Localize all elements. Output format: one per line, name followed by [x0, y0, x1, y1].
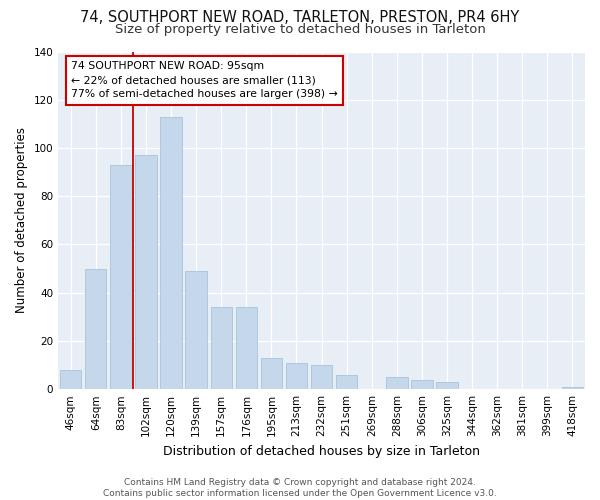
Y-axis label: Number of detached properties: Number of detached properties [15, 128, 28, 314]
Bar [562, 387, 583, 389]
Text: Contains HM Land Registry data © Crown copyright and database right 2024.
Contai: Contains HM Land Registry data © Crown c… [103, 478, 497, 498]
Bar [236, 307, 257, 389]
Bar [60, 370, 82, 389]
Bar [185, 271, 207, 389]
Bar [110, 165, 131, 389]
Bar [160, 116, 182, 389]
Text: Size of property relative to detached houses in Tarleton: Size of property relative to detached ho… [115, 22, 485, 36]
Bar [286, 362, 307, 389]
Bar [386, 377, 407, 389]
X-axis label: Distribution of detached houses by size in Tarleton: Distribution of detached houses by size … [163, 444, 480, 458]
Bar [336, 374, 358, 389]
Bar [311, 365, 332, 389]
Bar [211, 307, 232, 389]
Bar [85, 268, 106, 389]
Text: 74 SOUTHPORT NEW ROAD: 95sqm
← 22% of detached houses are smaller (113)
77% of s: 74 SOUTHPORT NEW ROAD: 95sqm ← 22% of de… [71, 61, 338, 99]
Bar [136, 155, 157, 389]
Bar [411, 380, 433, 389]
Text: 74, SOUTHPORT NEW ROAD, TARLETON, PRESTON, PR4 6HY: 74, SOUTHPORT NEW ROAD, TARLETON, PRESTO… [80, 10, 520, 25]
Bar [436, 382, 458, 389]
Bar [261, 358, 282, 389]
